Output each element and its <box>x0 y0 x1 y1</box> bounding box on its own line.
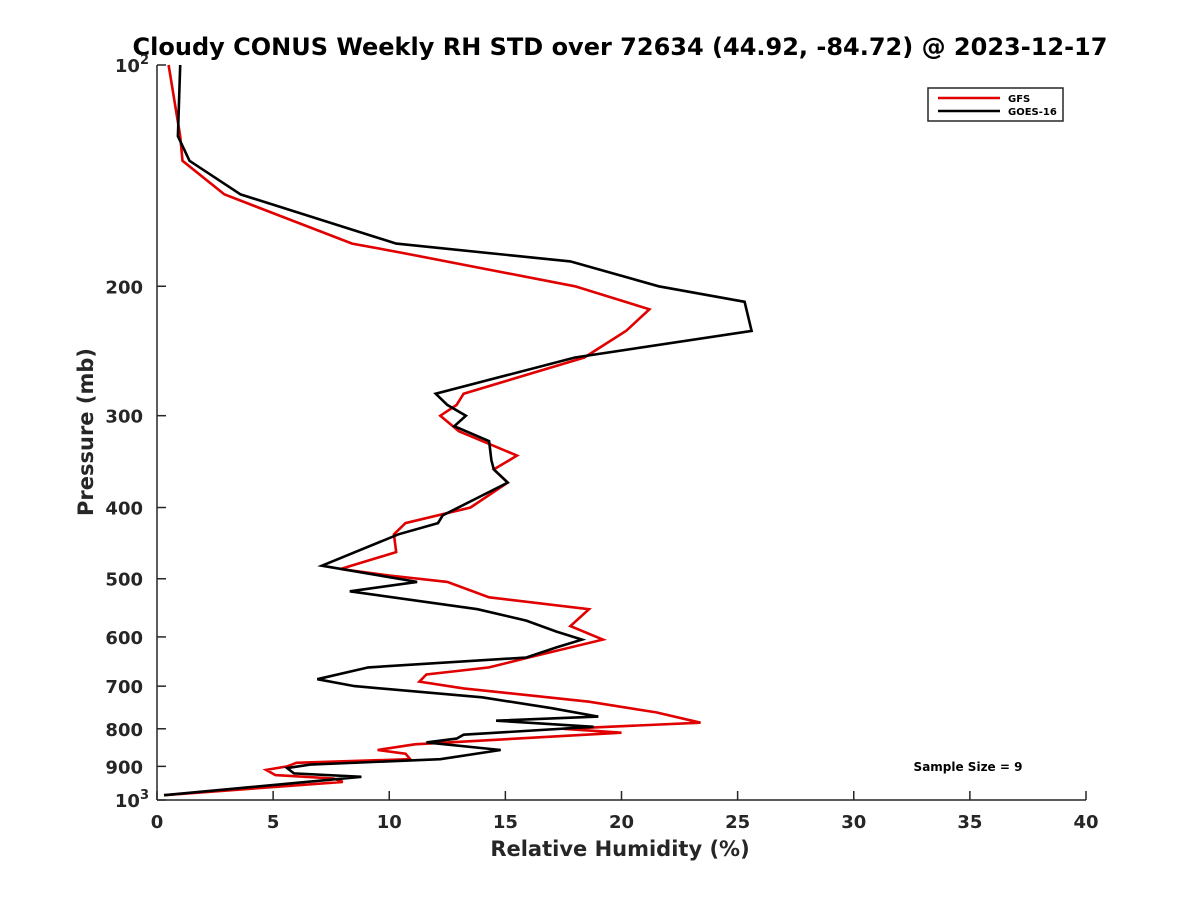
legend-label-gfs: GFS <box>1008 94 1030 105</box>
y-tick-label: 900 <box>105 757 143 778</box>
legend-box <box>927 87 1064 122</box>
x-tick-label: 5 <box>267 812 280 833</box>
x-tick-label: 0 <box>151 812 164 833</box>
x-tick-label: 20 <box>609 812 634 833</box>
x-tick-label: 25 <box>725 812 750 833</box>
y-tick-label: 300 <box>105 407 143 428</box>
y-tick-label: 200 <box>105 277 143 298</box>
legend: GFS GOES-16 <box>927 87 1064 122</box>
plot-area: 0 5 10 15 20 25 30 35 40 102 200 300 400 500 600 700 800… <box>105 53 1098 833</box>
x-axis-label: Relative Humidity (%) <box>490 837 749 861</box>
x-tick-label: 10 <box>377 812 402 833</box>
x-tick-label: 30 <box>841 812 866 833</box>
y-tick-label: 600 <box>105 628 143 649</box>
x-tick-label: 40 <box>1073 812 1098 833</box>
y-axis-label: Pressure (mb) <box>74 348 98 516</box>
y-tick-label: 800 <box>105 720 143 741</box>
sample-size-annotation: Sample Size = 9 <box>914 760 1023 774</box>
y-tick-label: 102 <box>115 53 149 77</box>
y-tick-label: 400 <box>105 499 143 520</box>
x-tick-label: 15 <box>493 812 518 833</box>
legend-label-goes-16: GOES-16 <box>1008 107 1057 118</box>
y-tick-label: 700 <box>105 677 143 698</box>
y-tick-label: 500 <box>105 570 143 591</box>
series-line-goes-16 <box>163 64 754 797</box>
x-tick-label: 35 <box>957 812 982 833</box>
y-tick-label: 103 <box>115 788 149 812</box>
chart-title: Cloudy CONUS Weekly RH STD over 72634 (4… <box>133 33 1108 61</box>
series-line-gfs <box>163 64 701 797</box>
